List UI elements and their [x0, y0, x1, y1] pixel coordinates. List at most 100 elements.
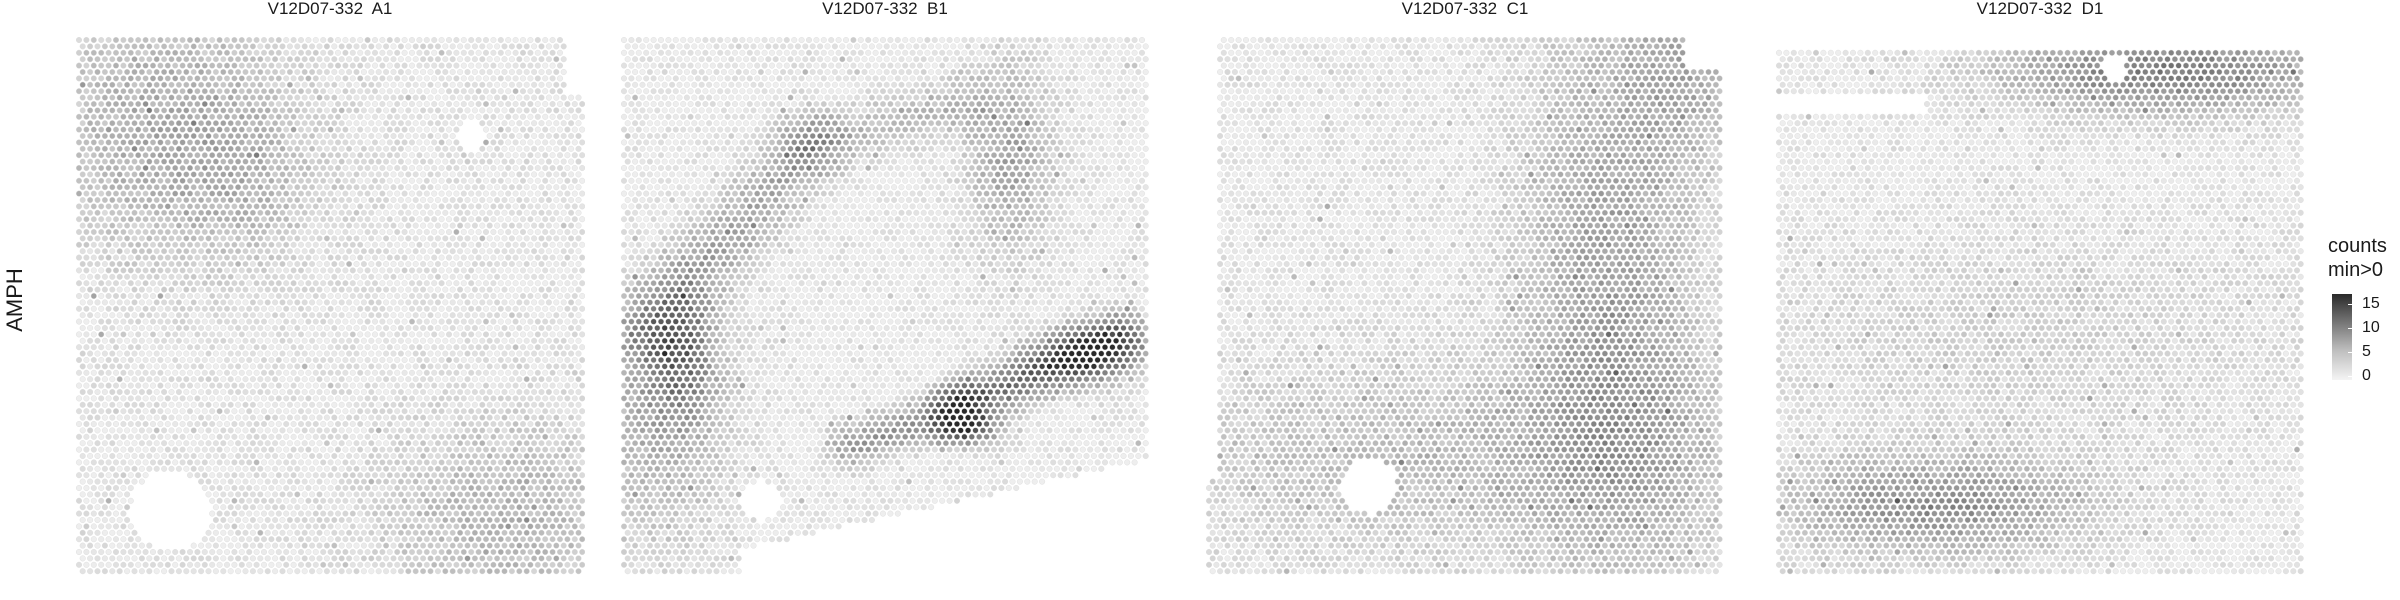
spot: [168, 158, 175, 165]
spot: [294, 312, 301, 319]
spot: [494, 401, 501, 408]
spot: [508, 414, 515, 421]
spot: [87, 171, 94, 178]
spot: [286, 120, 293, 127]
spot: [168, 43, 175, 50]
spot: [405, 43, 412, 50]
spot: [360, 273, 367, 280]
spot: [272, 132, 279, 139]
spot: [83, 216, 90, 223]
spot: [531, 132, 538, 139]
spot: [175, 222, 182, 229]
spot: [316, 376, 323, 383]
spot: [564, 164, 571, 171]
spot: [246, 395, 253, 402]
spot: [275, 152, 282, 159]
spot: [346, 94, 353, 101]
spot: [534, 254, 541, 261]
spot: [179, 62, 186, 69]
spot: [479, 465, 486, 472]
spot: [98, 357, 105, 364]
spot: [364, 472, 371, 479]
spot: [94, 350, 101, 357]
spot: [331, 504, 338, 511]
spot: [257, 491, 264, 498]
spot: [320, 395, 327, 402]
spot: [423, 382, 430, 389]
spot: [571, 241, 578, 248]
spot: [338, 273, 345, 280]
spot: [227, 401, 234, 408]
spot: [475, 318, 482, 325]
spot: [101, 222, 108, 229]
spot: [538, 389, 545, 396]
spot: [201, 216, 208, 223]
spot: [264, 120, 271, 127]
spot: [153, 299, 160, 306]
spot: [420, 94, 427, 101]
spot: [79, 427, 86, 434]
spot: [186, 126, 193, 133]
spot: [249, 376, 256, 383]
spot: [372, 75, 379, 82]
spot: [464, 81, 471, 88]
spot: [235, 273, 242, 280]
spot: [542, 446, 549, 453]
panel-title-d1: V12D07-332 D1: [1775, 0, 2305, 20]
spot: [124, 94, 131, 101]
spot: [453, 216, 460, 223]
spot: [286, 286, 293, 293]
spot: [364, 369, 371, 376]
spot: [305, 344, 312, 351]
spot: [360, 222, 367, 229]
spot: [464, 453, 471, 460]
spot: [405, 120, 412, 127]
spot: [301, 69, 308, 76]
spot: [434, 107, 441, 114]
spot: [260, 382, 267, 389]
spot: [549, 254, 556, 261]
spot: [416, 472, 423, 479]
spot: [146, 81, 153, 88]
spot: [161, 337, 168, 344]
spot: [301, 350, 308, 357]
spot: [442, 273, 449, 280]
spot: [471, 325, 478, 332]
spot: [109, 43, 116, 50]
spot: [479, 120, 486, 127]
spot: [279, 440, 286, 447]
spot: [338, 196, 345, 203]
spot: [523, 376, 530, 383]
spot: [131, 376, 138, 383]
spot: [127, 318, 134, 325]
spot: [279, 325, 286, 332]
spot: [235, 145, 242, 152]
spot: [468, 216, 475, 223]
spot: [446, 357, 453, 364]
spot: [520, 382, 527, 389]
spot: [238, 254, 245, 261]
spot: [523, 504, 530, 511]
spot: [353, 209, 360, 216]
spot: [557, 293, 564, 300]
spot: [83, 113, 90, 120]
spot: [309, 120, 316, 127]
spot: [312, 497, 319, 504]
spot: [512, 369, 519, 376]
spot: [346, 465, 353, 472]
spot: [283, 216, 290, 223]
spot: [172, 203, 179, 210]
spot: [553, 132, 560, 139]
spot: [520, 408, 527, 415]
spot: [253, 369, 260, 376]
spot: [335, 190, 342, 197]
spot: [301, 120, 308, 127]
spot: [101, 312, 108, 319]
spot: [149, 293, 156, 300]
spot: [227, 107, 234, 114]
spot: [360, 401, 367, 408]
spot: [349, 331, 356, 338]
spot: [316, 504, 323, 511]
spot: [198, 350, 205, 357]
spot: [268, 139, 275, 146]
